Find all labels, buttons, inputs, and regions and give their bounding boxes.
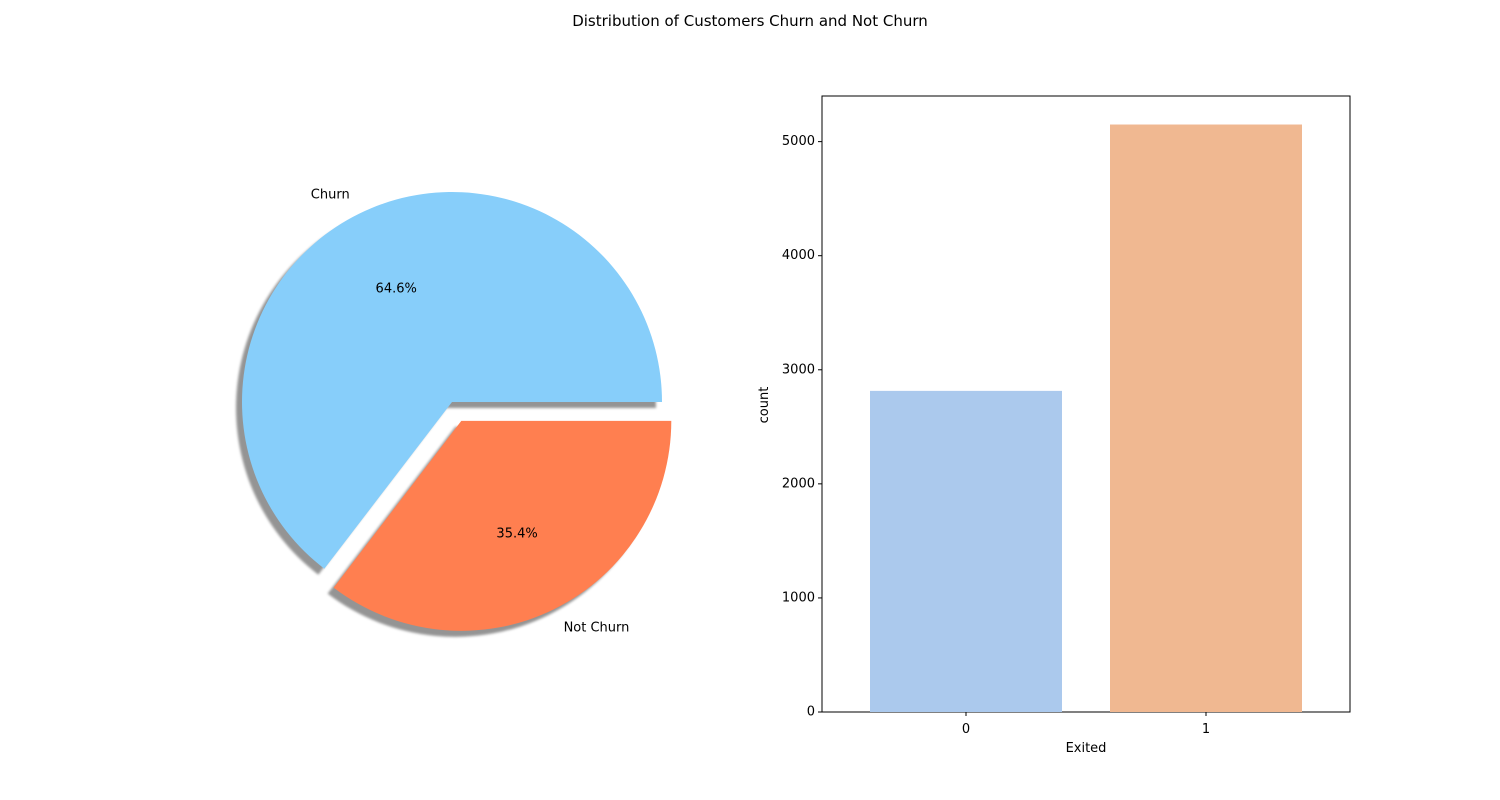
x-axis-label: Exited	[1066, 741, 1107, 756]
figure-title: Distribution of Customers Churn and Not …	[572, 12, 928, 30]
pie-slice-churn	[242, 192, 662, 569]
pie-label-churn: Churn	[311, 187, 350, 202]
y-tick-label-3000: 3000	[782, 362, 815, 377]
pie-pct-not-churn: 35.4%	[496, 526, 537, 541]
y-tick-label-0: 0	[807, 705, 815, 720]
y-tick-label-4000: 4000	[782, 248, 815, 263]
x-tick-label-1: 1	[1202, 722, 1210, 737]
y-axis-label: count	[757, 387, 772, 424]
pie-chart: Churn 64.6% Not Churn 35.4%	[236, 187, 672, 637]
y-tick-label-1000: 1000	[782, 590, 815, 605]
y-tick-label-2000: 2000	[782, 476, 815, 491]
bar-0	[870, 390, 1062, 712]
bar-axes-frame	[821, 95, 1351, 713]
pie-slice-not-churn	[333, 420, 672, 631]
bar-1	[1110, 124, 1302, 713]
x-tick-label-0: 0	[962, 722, 970, 737]
y-tick-label-5000: 5000	[782, 134, 815, 149]
pie-label-not-churn: Not Churn	[564, 620, 630, 635]
pie-pct-churn: 64.6%	[376, 282, 417, 297]
bar-chart: 0 1000 2000 3000 4000 5000 0 1 Exited count	[757, 95, 1351, 756]
